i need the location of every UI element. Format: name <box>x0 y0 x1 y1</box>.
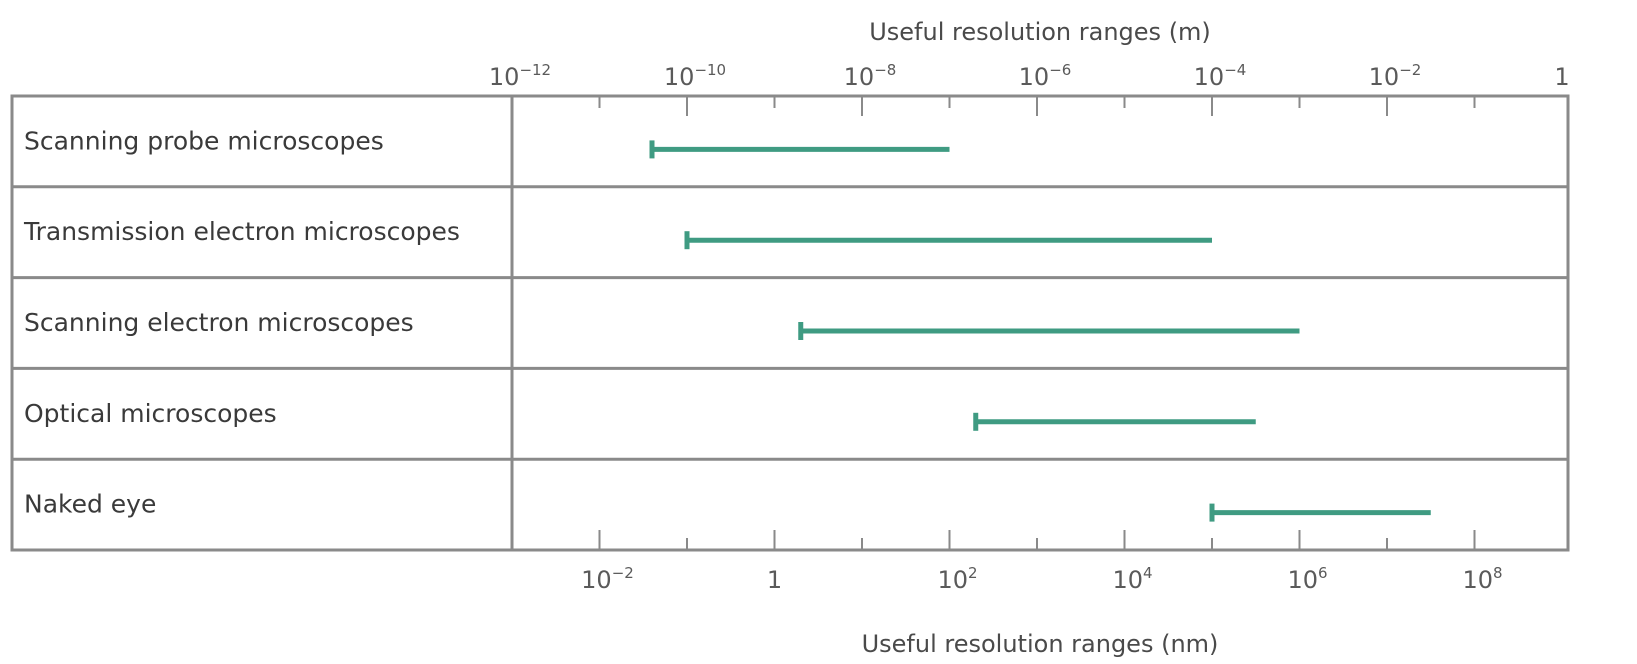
row-label: Scanning electron microscopes <box>24 308 414 337</box>
top-axis-tick-label: 10−10 <box>664 61 726 91</box>
bottom-axis-tick-label: 108 <box>1462 564 1502 594</box>
top-axis-tick-label: 10−6 <box>1019 61 1072 91</box>
bottom-axis-tick-label: 10−2 <box>581 564 634 594</box>
top-axis-tick-label: 10−12 <box>489 61 551 91</box>
bottom-axis-title: Useful resolution ranges (nm) <box>862 630 1219 658</box>
bottom-axis-tick-label: 1 <box>767 566 782 594</box>
row-label: Naked eye <box>24 490 156 519</box>
bottom-axis-tick-label: 106 <box>1287 564 1327 594</box>
chart-frame <box>10 94 1570 552</box>
top-axis-tick-label: 10−8 <box>844 61 897 91</box>
row-label: Optical microscopes <box>24 399 277 428</box>
row-label: Scanning probe microscopes <box>24 126 384 155</box>
bottom-axis-tick-label: 104 <box>1112 564 1152 594</box>
top-axis-title: Useful resolution ranges (m) <box>869 18 1211 46</box>
row-label: Transmission electron microscopes <box>23 217 460 246</box>
top-axis-tick-label: 1 <box>1554 63 1569 91</box>
top-axis-tick-label: 10−4 <box>1194 61 1247 91</box>
bottom-axis-tick-label: 102 <box>937 564 977 594</box>
top-axis-tick-label: 10−2 <box>1369 61 1422 91</box>
